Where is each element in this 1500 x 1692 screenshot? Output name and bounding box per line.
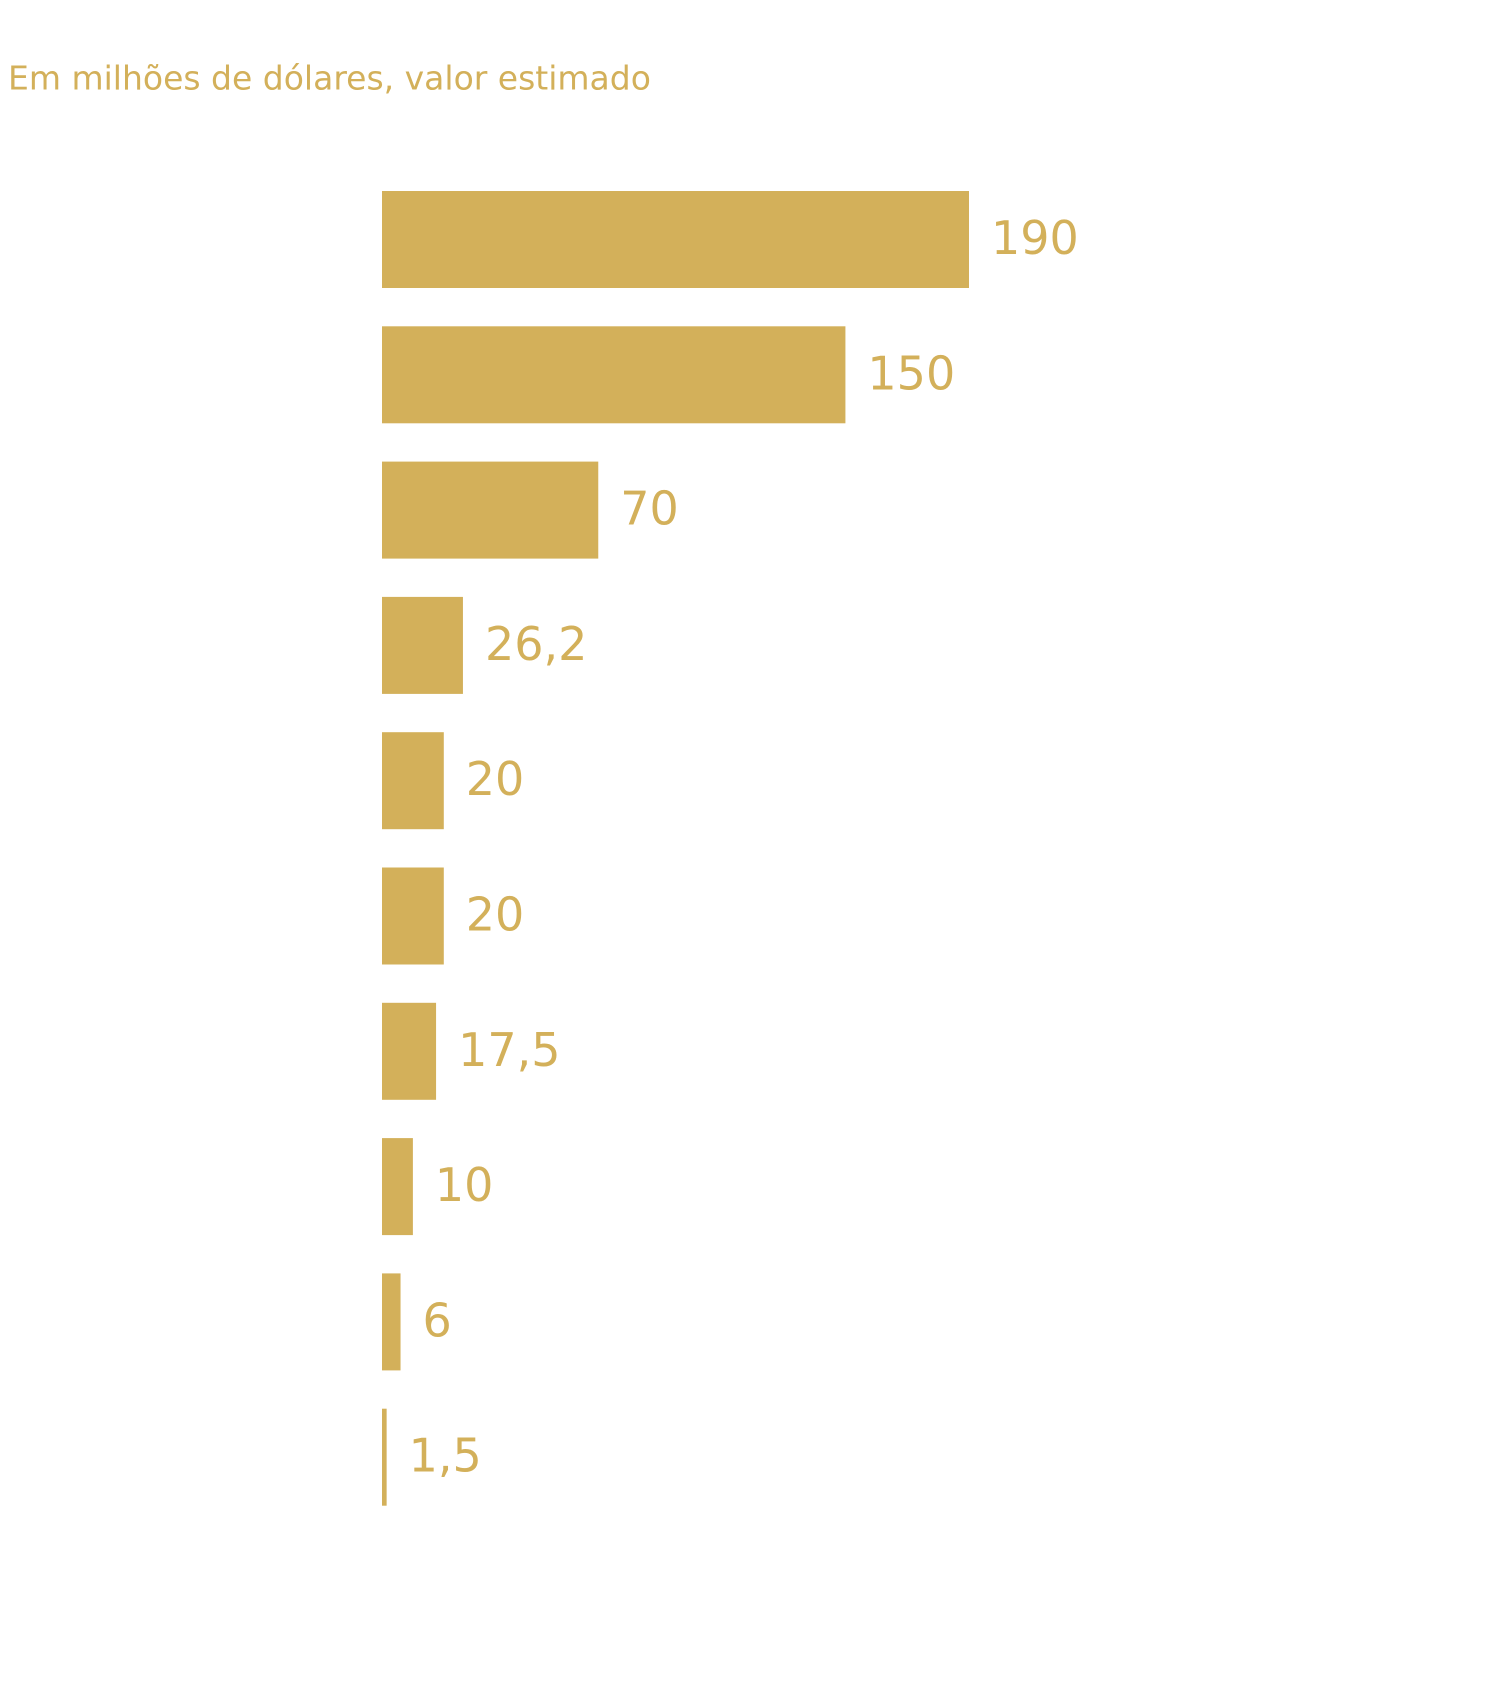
- bar: [382, 596, 463, 694]
- bar: [382, 1408, 387, 1506]
- value-label: 150: [867, 346, 955, 400]
- value-label: 10: [435, 1158, 494, 1212]
- value-label: 70: [620, 482, 679, 536]
- chart-subtitle: Em milhões de dólares, valor estimado: [8, 59, 651, 98]
- value-label: 17,5: [458, 1023, 560, 1077]
- bar: [382, 732, 444, 830]
- bar: [382, 1273, 401, 1371]
- value-label: 26,2: [485, 617, 587, 671]
- bar: [382, 1138, 413, 1236]
- value-label: 190: [991, 211, 1079, 265]
- bar: [382, 461, 599, 559]
- bar: [382, 1002, 437, 1100]
- value-label: 20: [466, 752, 525, 806]
- bar: [382, 326, 846, 424]
- value-label: 1,5: [409, 1429, 482, 1483]
- value-label: 20: [466, 888, 525, 942]
- bar: [382, 867, 444, 965]
- value-label: 6: [423, 1293, 452, 1347]
- bar: [382, 191, 969, 288]
